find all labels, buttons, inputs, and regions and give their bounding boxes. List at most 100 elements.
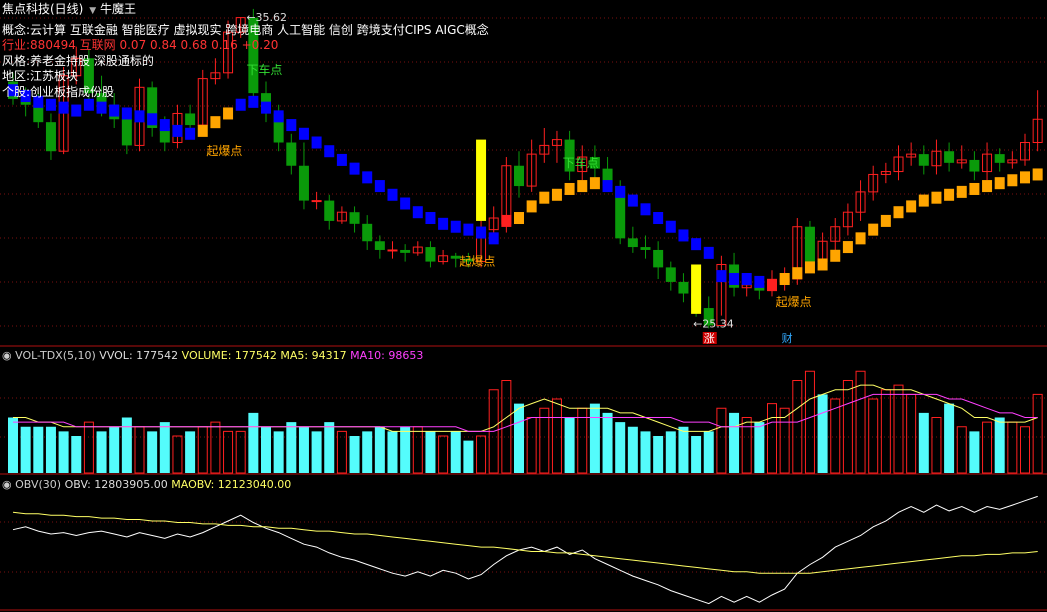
- volume-bar: [463, 440, 474, 473]
- volume-bar: [96, 431, 107, 473]
- indicator-lines: [12, 384, 1038, 605]
- candle-body: [918, 154, 929, 166]
- niumo-block: [20, 90, 31, 103]
- vvol-value: VVOL: 177542: [99, 349, 179, 362]
- candle-body: [564, 139, 575, 172]
- niumo-block: [994, 177, 1005, 190]
- volume-ma10-line: [13, 393, 1038, 432]
- candle-body: [400, 249, 411, 253]
- volume-bar: [514, 403, 524, 473]
- info-line-concept: 概念:云计算 互联金融 智能医疗 虚拟现实 跨境电商 人工智能 信创 跨境支付C…: [2, 23, 489, 37]
- candle-body: [147, 87, 158, 128]
- high-price-label: ←35.62: [246, 11, 287, 24]
- volume-bar: [20, 426, 31, 473]
- volume-bar: [324, 422, 335, 473]
- niumo-block: [8, 84, 18, 97]
- volume-bar: [362, 431, 373, 473]
- candle-body: [349, 212, 360, 224]
- niumo-block: [83, 98, 94, 111]
- niumo-block: [526, 200, 537, 213]
- circle-down-icon[interactable]: ◉: [2, 349, 12, 362]
- candle-body: [842, 211, 853, 228]
- volume-bar: [526, 417, 537, 474]
- niumo-block: [716, 270, 727, 283]
- xiache-label: 下车点: [563, 155, 599, 170]
- niumo-indicator: [8, 84, 1043, 291]
- candle-body: [539, 144, 550, 155]
- candle-body: [362, 223, 373, 242]
- niumo-block: [248, 95, 259, 108]
- niumo-block: [792, 267, 803, 280]
- candle-body: [931, 150, 942, 167]
- volume-bar: [134, 426, 145, 474]
- volume-bar: [817, 394, 828, 473]
- niumo-block: [476, 226, 487, 239]
- candle-body: [994, 154, 1005, 163]
- volume-bars: [8, 370, 1043, 474]
- circle-down-icon[interactable]: ◉: [2, 478, 12, 491]
- candle-body: [514, 165, 524, 187]
- volume-bar: [45, 426, 56, 473]
- niumo-block: [944, 188, 955, 201]
- niumo-block: [425, 212, 436, 225]
- candle-body: [463, 258, 474, 262]
- niumo-block: [931, 191, 942, 204]
- volume-bar: [58, 431, 69, 473]
- niumo-block: [906, 200, 917, 213]
- niumo-block: [830, 249, 841, 262]
- info-line-region: 地区:江苏板块: [2, 69, 79, 83]
- volume-bar: [33, 426, 44, 473]
- volume-header: ◉ VOL-TDX(5,10) VVOL: 177542 VOLUME: 177…: [2, 349, 423, 363]
- niumo-block: [539, 191, 550, 204]
- niumo-block: [615, 185, 626, 198]
- candle-body: [982, 153, 993, 173]
- niumo-block: [223, 107, 234, 120]
- xiache-label: 下车点: [246, 62, 282, 77]
- candle-body: [374, 241, 385, 250]
- info-line-stock: 个股:创业板指成份股: [2, 85, 115, 99]
- volume-bar: [501, 380, 512, 474]
- volume-bar: [336, 430, 347, 474]
- candle-body: [96, 93, 107, 105]
- niumo-block: [311, 136, 322, 149]
- volume-bar: [223, 430, 234, 474]
- candle-body: [286, 142, 297, 166]
- niumo-block: [918, 194, 929, 207]
- niumo-block: [577, 180, 588, 193]
- candle-body: [488, 217, 499, 231]
- niumo-block: [450, 220, 461, 233]
- volume-bar: [1020, 426, 1030, 474]
- yellow-signal-bar: [476, 139, 487, 221]
- candle-body: [893, 156, 904, 173]
- triangle-down-icon[interactable]: ▼: [89, 6, 97, 16]
- volume-bar: [185, 431, 196, 473]
- niumo-block: [261, 101, 271, 114]
- candle-body: [71, 57, 82, 77]
- candle-body: [526, 153, 537, 187]
- volume-bar: [1007, 421, 1018, 474]
- candlesticks: [8, 8, 1043, 329]
- obv-name: OBV(30): [15, 478, 62, 491]
- candle-body: [640, 247, 651, 250]
- volume-bar: [893, 384, 904, 474]
- volume-bar: [994, 417, 1005, 473]
- niumo-block: [640, 203, 651, 216]
- niumo-block: [438, 217, 449, 230]
- candle-body: [185, 113, 196, 126]
- candle-body: [45, 122, 56, 152]
- volume-bar: [779, 407, 790, 474]
- niumo-block: [362, 171, 373, 184]
- niumo-block: [336, 153, 347, 166]
- volume-bar: [944, 403, 955, 473]
- volume-bar: [792, 380, 803, 474]
- niumo-block: [121, 107, 132, 120]
- niumo-block: [185, 127, 196, 140]
- niumo-block: [488, 232, 499, 245]
- volume-bar: [374, 426, 385, 473]
- volume-bar: [678, 426, 689, 473]
- candle-body: [551, 139, 562, 146]
- volume-bar: [261, 426, 271, 473]
- niumo-block: [235, 98, 246, 111]
- niumo-block: [665, 220, 676, 233]
